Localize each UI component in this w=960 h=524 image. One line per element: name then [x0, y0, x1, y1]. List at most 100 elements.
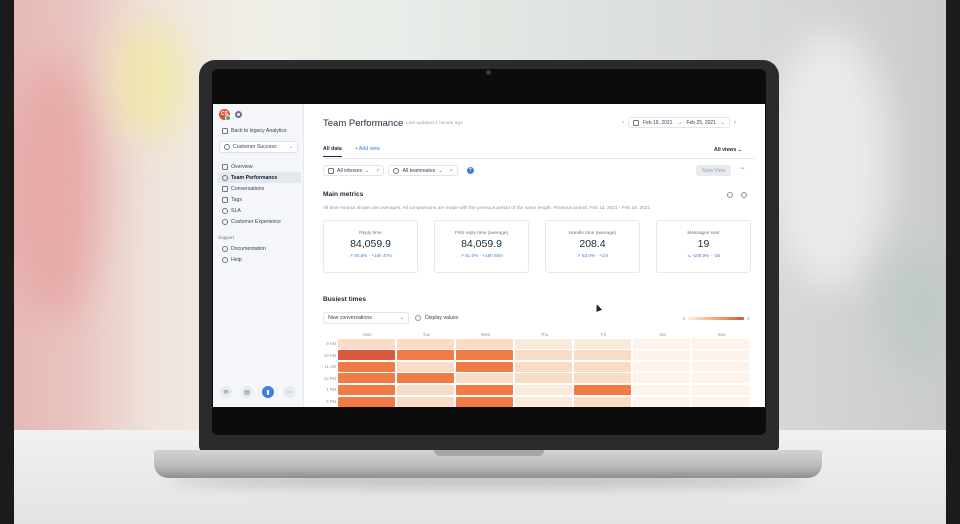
heatmap-cell[interactable]	[456, 338, 513, 349]
sidebar-item-tags[interactable]: Tags	[217, 194, 301, 205]
heatmap-cell[interactable]	[692, 373, 749, 384]
heatmap-cell[interactable]	[574, 338, 631, 349]
close-icon[interactable]: ×	[449, 167, 453, 174]
heatmap-day-labels: Mon Tue Wed Thu Fri Sat Sun	[338, 332, 751, 337]
sidebar-item-customer-experience[interactable]: Customer Experience	[217, 216, 301, 227]
heatmap-cell[interactable]	[692, 350, 749, 361]
heatmap-cell[interactable]	[397, 373, 454, 384]
heatmap-cell[interactable]	[692, 384, 749, 395]
all-views-dropdown[interactable]: All views ⌄	[714, 147, 742, 153]
add-view-button[interactable]: + Add view	[354, 146, 380, 152]
heatmap-cell[interactable]	[397, 396, 454, 407]
sidebar-item-label: Documentation	[231, 245, 266, 252]
back-link-label: Back to legacy Analytics	[231, 128, 287, 134]
heatmap-cell[interactable]	[574, 350, 631, 361]
sidebar-item-team-performance[interactable]: Team Performance	[217, 172, 301, 183]
metric-card-handle-time[interactable]: Handle time (average) 208.4 ↗ 63.0% · +1…	[545, 220, 640, 273]
close-icon[interactable]: ×	[376, 167, 380, 174]
metric-change: ↗ 60.5% · +16h 47m	[349, 253, 392, 258]
sidebar-item-conversations[interactable]: Conversations	[217, 183, 301, 194]
settings-icon[interactable]	[741, 192, 747, 198]
analytics-icon[interactable]: ▮	[262, 386, 274, 398]
heatmap-cell[interactable]	[574, 361, 631, 372]
heatmap-cell[interactable]	[397, 338, 454, 349]
heatmap-cell[interactable]	[338, 396, 395, 407]
metric-value: 208.4	[579, 238, 606, 250]
heatmap-cell[interactable]	[397, 361, 454, 372]
sidebar-nav: Overview Team Performance Conversations …	[217, 161, 301, 227]
inbox-filter[interactable]: All inboxes ⌄ ×	[323, 165, 385, 176]
heatmap-row: 11 AM	[323, 361, 751, 372]
heatmap-cell[interactable]	[515, 361, 572, 372]
sidebar-item-documentation[interactable]: Documentation	[217, 243, 301, 254]
heatmap-cell[interactable]	[456, 396, 513, 407]
avatar[interactable]: CS	[219, 109, 231, 121]
teammates-filter[interactable]: All teammates ⌄ ×	[388, 165, 458, 176]
heatmap-cell[interactable]	[574, 396, 631, 407]
heatmap-cell[interactable]	[574, 384, 631, 395]
background-blur	[880, 250, 950, 370]
heatmap-cell[interactable]	[456, 384, 513, 395]
heatmap-cell[interactable]	[515, 350, 572, 361]
sidebar-item-sla[interactable]: SLA	[217, 205, 301, 216]
heatmap-hour-label: 2 PM	[326, 399, 336, 405]
back-to-legacy-link[interactable]: Back to legacy Analytics	[222, 128, 287, 134]
heatmap-cell[interactable]	[633, 350, 690, 361]
support-nav: Documentation Help	[217, 243, 301, 265]
heatmap-cell[interactable]	[633, 396, 690, 407]
heatmap-row: 1 PM	[323, 384, 751, 395]
date-range-picker[interactable]: Feb 19, 2021 → Feb 25, 2021 ⌄	[628, 117, 730, 128]
export-icon[interactable]	[727, 192, 733, 198]
display-values-toggle[interactable]: Display values	[415, 315, 458, 321]
heatmap-cell[interactable]	[338, 361, 395, 372]
heatmap-cell[interactable]	[456, 361, 513, 372]
filter-bar: All inboxes ⌄ × All teammates ⌄ × +	[323, 165, 474, 176]
metric-cards: Reply time 84,059.9 ↗ 60.5% · +16h 47m F…	[323, 220, 751, 273]
heatmap-cell[interactable]	[338, 338, 395, 349]
heatmap-hour-label: 10 AM	[324, 352, 336, 358]
contacts-icon[interactable]: ▤	[241, 386, 253, 398]
heatmap-cell[interactable]	[456, 350, 513, 361]
chevron-left-icon[interactable]: ‹	[622, 119, 624, 126]
help-icon	[222, 256, 228, 263]
more-options-icon[interactable]: ···	[740, 165, 745, 172]
heatmap-cell[interactable]	[633, 361, 690, 372]
heatmap-cell[interactable]	[338, 350, 395, 361]
heatmap-cell[interactable]	[633, 373, 690, 384]
gear-icon[interactable]	[235, 111, 242, 118]
heatmap-cell[interactable]	[397, 384, 454, 395]
main-metrics-title: Main metrics	[323, 191, 364, 198]
heatmap-cell[interactable]	[515, 373, 572, 384]
save-view-button[interactable]: Save View	[696, 165, 731, 176]
chevron-right-icon[interactable]: ›	[733, 119, 736, 126]
heatmap-cell[interactable]	[397, 350, 454, 361]
add-filter-icon[interactable]: +	[466, 167, 474, 174]
metric-select[interactable]: New conversations ⌄	[323, 312, 409, 324]
divider	[323, 158, 755, 159]
heatmap-cell[interactable]	[574, 373, 631, 384]
legend-max: 5	[747, 316, 750, 321]
metric-card-first-reply-time[interactable]: First reply time (average) 84,059.9 ↗ 81…	[434, 220, 529, 273]
tab-all-data[interactable]: All data	[323, 146, 342, 157]
heatmap-cell[interactable]	[692, 396, 749, 407]
heatmap-cell[interactable]	[633, 384, 690, 395]
workspace-select[interactable]: Customer Success ⌄	[219, 141, 298, 153]
heatmap-cell[interactable]	[515, 384, 572, 395]
metric-card-reply-time[interactable]: Reply time 84,059.9 ↗ 60.5% · +16h 47m	[323, 220, 418, 273]
heatmap-hour-label: 12 PM	[323, 375, 336, 381]
heatmap-cell[interactable]	[338, 373, 395, 384]
inbox-icon[interactable]: ✉	[220, 386, 232, 398]
heatmap-cell[interactable]	[456, 373, 513, 384]
sidebar-item-label: Conversations	[231, 185, 265, 192]
sidebar-item-help[interactable]: Help	[217, 254, 301, 265]
heatmap-cell[interactable]	[515, 338, 572, 349]
sidebar-item-label: Tags	[231, 196, 242, 203]
sidebar-item-overview[interactable]: Overview	[217, 161, 301, 172]
heatmap-cell[interactable]	[692, 361, 749, 372]
more-icon[interactable]: ⋯	[283, 386, 295, 398]
heatmap-cell[interactable]	[692, 338, 749, 349]
heatmap-cell[interactable]	[633, 338, 690, 349]
heatmap-cell[interactable]	[338, 384, 395, 395]
metric-card-messages-sent[interactable]: Messages sent 19 ↘ -100.0% · -16	[656, 220, 751, 273]
heatmap-cell[interactable]	[515, 396, 572, 407]
